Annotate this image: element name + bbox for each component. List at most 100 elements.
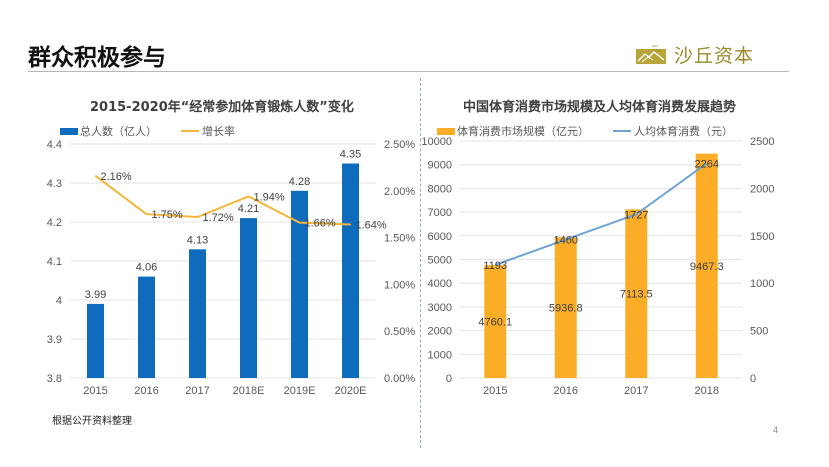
legend-swatch-line [613,130,631,132]
bar [240,218,257,378]
legend-label: 总人数（亿人） [80,125,157,138]
x-tick-label: 2016 [134,385,158,397]
x-tick-label: 2018E [233,385,265,397]
y-right-tick-label: 1.50% [384,233,415,245]
y-right-tick-label: 1.00% [384,279,415,291]
bar [625,209,648,378]
y-left-tick-label: 4.4 [47,139,62,151]
bar-data-label: 4.13 [187,234,208,246]
y-left-tick-label: 6000 [428,231,452,243]
bar-data-label: 4.28 [289,176,310,188]
line-point [494,264,496,266]
y-right-tick-label: 2.50% [384,139,415,151]
bar [554,237,577,378]
logo-text: 沙丘资本 [674,45,755,67]
bar [87,303,104,378]
bar-data-label: 7113.5 [620,289,653,301]
x-tick-label: 2016 [554,385,578,397]
line-data-label: 1193 [483,260,507,272]
line-series [94,175,351,226]
bar-data-label: 4.35 [340,149,361,161]
legend-label: 人均体育消费（元） [634,125,733,138]
legend-right: 体育消费市场规模（亿元） 人均体育消费（元） [437,123,757,139]
y-left-tick-label: 3.8 [47,373,62,385]
bar [189,249,206,378]
y-left-tick-label: 3.9 [47,334,62,346]
x-tick-label: 2015 [83,385,107,397]
x-tick-label: 2018 [695,385,719,397]
line-data-label: 1.64% [356,219,387,231]
line-point [299,222,300,224]
y-left-tick-label: 9000 [428,160,452,172]
line-data-label: 2264 [695,158,719,170]
y-left-tick-label: 0 [446,373,452,385]
y-right-tick-label: 0.50% [384,326,415,338]
line-point [350,223,351,225]
header-divider [28,71,789,72]
y-left-tick-label: 1000 [428,349,452,361]
y-left-tick-label: 2000 [428,326,452,338]
line-series [494,162,708,266]
bar-data-label: 3.99 [85,289,106,301]
chart-title-right: 中国体育消费市场规模及人均体育消费发展趋势 [463,100,737,115]
legend-swatch-bar [437,127,455,135]
y-right-tick-label: 2500 [750,136,774,148]
line-point [95,175,96,177]
y-left-tick-label: 4.3 [47,178,62,190]
x-tick-label: 2017 [185,385,209,397]
line-point [248,195,249,197]
line-data-label: 1460 [554,235,578,247]
bar [342,163,359,378]
legend-item-growth-rate: 增长率 [181,123,235,139]
y-right-tick-label: 0 [750,373,756,385]
legend-item-market-size: 体育消费市场规模（亿元） [437,123,589,139]
line-data-label: 1727 [624,209,648,221]
y-left-tick-label: 3000 [428,302,452,314]
line-point [635,213,637,215]
bar-data-label: 4.06 [136,262,157,274]
bar-data-label: 4.21 [238,203,259,215]
line-point [706,162,708,164]
line-point [565,239,567,241]
legend-label: 体育消费市场规模（亿元） [457,125,589,138]
y-left-tick-label: 4.1 [47,256,62,268]
legend-label: 增长率 [202,125,235,138]
mountain-logo-icon: H&S Capital [636,44,666,64]
bar-data-label: 4760.1 [478,317,512,329]
legend-item-per-capita: 人均体育消费（元） [613,123,733,139]
y-left-tick-label: 4.2 [47,217,62,229]
line-point [197,216,198,218]
y-left-tick-label: 4000 [428,278,452,290]
legend-left: 总人数（亿人） 增长率 [60,123,259,139]
y-right-tick-label: 1000 [750,278,774,290]
vertical-divider [420,78,421,448]
y-right-tick-label: 1500 [750,231,774,243]
y-left-tick-label: 5000 [428,255,452,267]
y-left-tick-label: 8000 [428,183,452,195]
bar [484,265,507,378]
line-data-label: 2.16% [101,171,132,183]
bar-data-label: 9467.3 [690,261,724,273]
line-data-label: 1.72% [203,212,234,224]
chart-title-left: 2015-2020年“经常参加体育锻炼人数”变化 [90,100,354,115]
y-right-tick-label: 500 [750,326,768,338]
page-title: 群众积极参与 [28,45,166,71]
line-data-label: 1.66% [305,218,336,230]
y-left-tick-label: 7000 [428,207,452,219]
bar [695,153,718,378]
y-right-tick-label: 2000 [750,183,774,195]
legend-swatch-line [181,130,199,132]
company-logo: H&S Capital 沙丘资本 [636,41,754,68]
x-tick-label: 2019E [284,385,316,397]
x-tick-label: 2017 [624,385,648,397]
y-right-tick-label: 0.00% [384,373,415,385]
bar [291,190,308,378]
line-data-label: 1.75% [152,209,183,221]
y-left-tick-label: 10000 [421,136,452,148]
line-data-label: 1.94% [254,191,285,203]
y-right-tick-label: 2.00% [384,186,415,198]
y-left-tick-label: 4 [56,295,62,307]
x-tick-label: 2015 [483,385,507,397]
